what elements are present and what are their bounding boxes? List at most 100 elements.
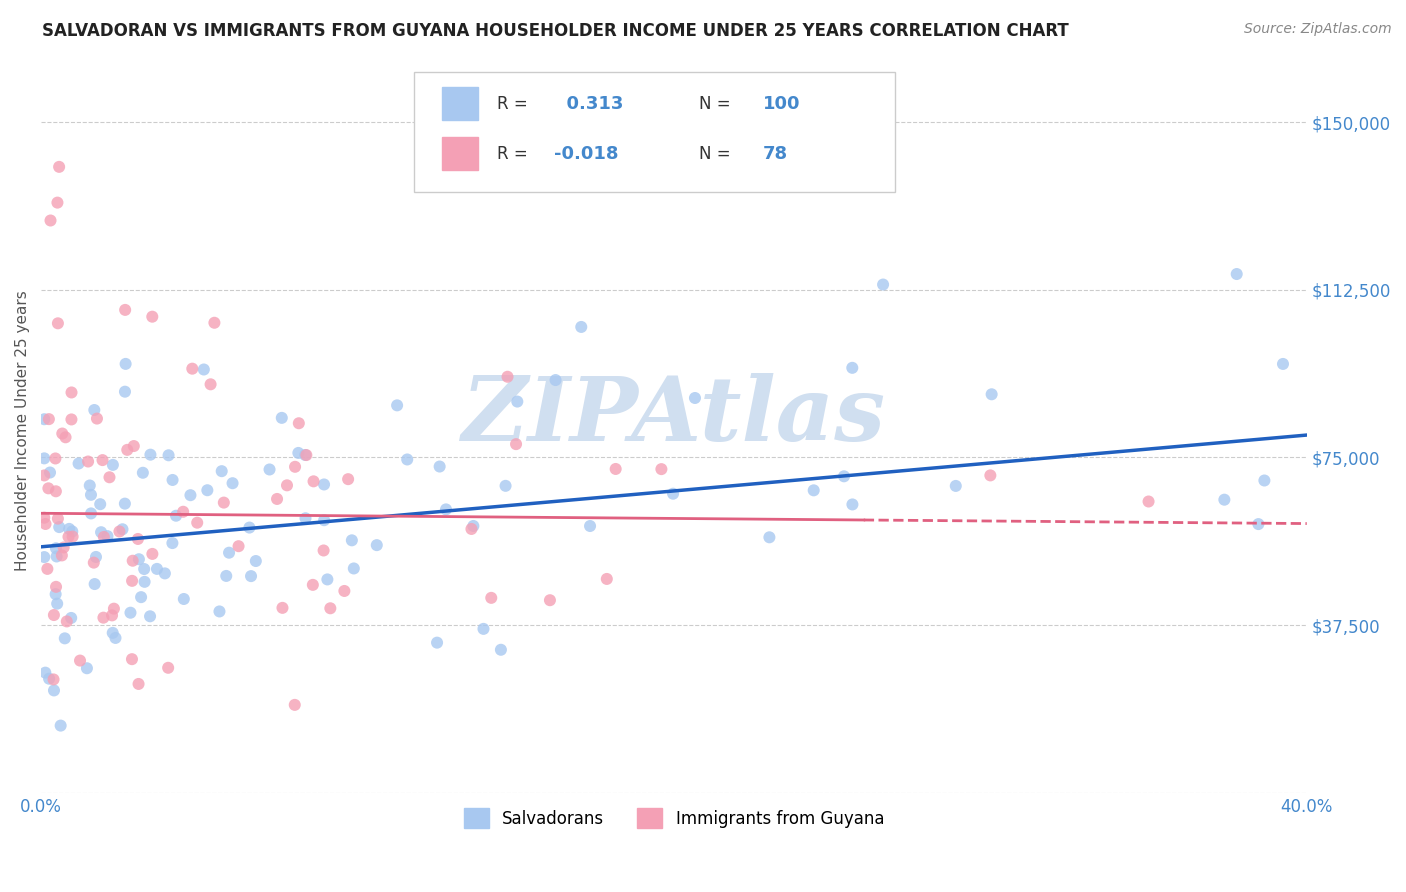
Point xyxy=(60,611,83,625)
Point xyxy=(32,550,55,565)
Point xyxy=(832,469,855,483)
Point xyxy=(385,398,408,412)
Point xyxy=(69,654,91,668)
Point xyxy=(39,213,62,227)
Point xyxy=(98,470,121,484)
Point xyxy=(132,466,155,480)
Point xyxy=(1253,474,1275,488)
Point xyxy=(114,384,136,399)
Point xyxy=(58,522,80,536)
Text: R =: R = xyxy=(496,145,527,163)
Point xyxy=(114,357,136,371)
Point xyxy=(496,369,519,384)
Point xyxy=(495,479,517,493)
Point xyxy=(121,652,143,666)
Text: ZIPAtlas: ZIPAtlas xyxy=(463,373,886,459)
Point xyxy=(128,677,150,691)
Point xyxy=(259,462,281,476)
Point xyxy=(67,457,90,471)
Point xyxy=(104,631,127,645)
Point xyxy=(134,574,156,589)
Point xyxy=(238,520,260,534)
Point xyxy=(211,464,233,478)
Point xyxy=(32,468,55,483)
Point xyxy=(60,412,83,426)
Point xyxy=(319,601,342,615)
Point xyxy=(1226,267,1249,281)
Point xyxy=(270,410,292,425)
Point xyxy=(34,516,56,531)
Point xyxy=(80,507,103,521)
Point xyxy=(46,316,69,330)
Point xyxy=(90,525,112,540)
Text: Source: ZipAtlas.com: Source: ZipAtlas.com xyxy=(1244,22,1392,37)
Point xyxy=(460,522,482,536)
FancyBboxPatch shape xyxy=(415,72,896,192)
Y-axis label: Householder Income Under 25 years: Householder Income Under 25 years xyxy=(15,290,30,571)
Point xyxy=(127,532,149,546)
Point xyxy=(1272,357,1295,371)
Point xyxy=(294,511,316,525)
Point xyxy=(53,632,76,646)
Point xyxy=(44,451,66,466)
Point xyxy=(141,547,163,561)
Point xyxy=(101,458,124,472)
Point xyxy=(55,430,77,444)
Point xyxy=(186,516,208,530)
Point xyxy=(42,683,65,698)
Point xyxy=(193,362,215,376)
Point xyxy=(343,561,366,575)
Point xyxy=(101,608,124,623)
Point xyxy=(32,510,55,524)
Legend: Salvadorans, Immigrants from Guyana: Salvadorans, Immigrants from Guyana xyxy=(457,801,891,835)
Point xyxy=(228,539,250,553)
Point xyxy=(45,587,67,601)
Point xyxy=(60,385,83,400)
Point xyxy=(650,462,672,476)
Point xyxy=(89,497,111,511)
Point xyxy=(76,661,98,675)
Point xyxy=(288,416,311,430)
Point xyxy=(117,442,139,457)
Point xyxy=(93,530,115,544)
Point xyxy=(34,665,56,680)
Point xyxy=(49,718,72,732)
Point xyxy=(538,593,561,607)
Point xyxy=(146,562,169,576)
Point xyxy=(51,426,73,441)
Point xyxy=(215,569,238,583)
Point xyxy=(506,394,529,409)
Point xyxy=(153,566,176,581)
Point xyxy=(841,498,863,512)
Point xyxy=(366,538,388,552)
Text: SALVADORAN VS IMMIGRANTS FROM GUYANA HOUSEHOLDER INCOME UNDER 25 YEARS CORRELATI: SALVADORAN VS IMMIGRANTS FROM GUYANA HOU… xyxy=(42,22,1069,40)
Point xyxy=(479,591,502,605)
Point xyxy=(139,609,162,624)
Point xyxy=(56,615,79,629)
Point xyxy=(980,387,1002,401)
Point xyxy=(662,486,685,500)
Point xyxy=(32,451,55,466)
Point xyxy=(294,448,316,462)
Point xyxy=(218,546,240,560)
Point xyxy=(122,439,145,453)
Point xyxy=(77,454,100,468)
Point xyxy=(579,519,602,533)
Point xyxy=(46,597,69,611)
Point xyxy=(284,459,307,474)
Point xyxy=(42,608,65,623)
Point xyxy=(276,478,298,492)
Point xyxy=(157,661,180,675)
Point xyxy=(605,462,627,476)
Text: 0.313: 0.313 xyxy=(554,95,623,112)
Point xyxy=(1247,517,1270,532)
Point xyxy=(51,549,73,563)
Point xyxy=(60,524,83,539)
Point xyxy=(120,606,142,620)
Point xyxy=(1137,494,1160,508)
Point xyxy=(208,604,231,618)
Point xyxy=(472,622,495,636)
Point xyxy=(165,508,187,523)
Point xyxy=(302,475,325,489)
Bar xyxy=(443,87,478,120)
